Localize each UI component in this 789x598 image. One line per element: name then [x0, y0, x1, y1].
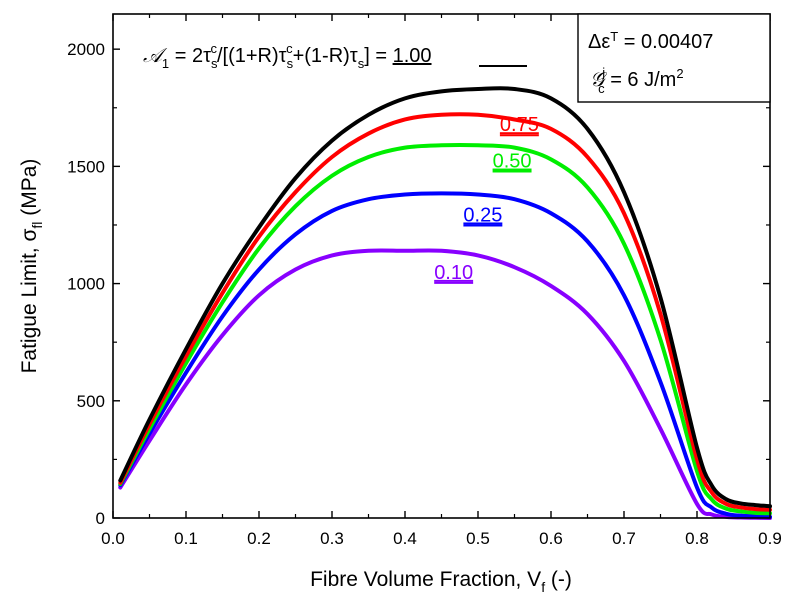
x-tick-label: 0.9: [758, 529, 782, 548]
x-tick-label: 0.1: [174, 529, 198, 548]
series-label-0-75: 0.75: [500, 114, 539, 136]
equation-value: 1.00: [393, 45, 432, 67]
series-line-0-25: [118, 191, 772, 519]
y-tick-label: 500: [77, 392, 105, 411]
series-label-0-25: 0.25: [463, 204, 502, 226]
x-tick-label: 0.2: [247, 529, 271, 548]
x-axis-title: Fibre Volume Fraction, Vf (-): [310, 568, 572, 595]
axis-ticks: 0.0 0.1 0.2 0.3 0.4 0.5 0.6 0.7 0.8 0.9 0 500 1000 15…: [67, 14, 782, 548]
x-tick-label: 0.0: [101, 529, 125, 548]
x-tick-label: 0.7: [612, 529, 636, 548]
x-tick-label: 0.5: [466, 529, 490, 548]
series-line-0-10: [118, 248, 772, 520]
x-tick-label: 0.8: [685, 529, 709, 548]
y-tick-label: 0: [96, 509, 105, 528]
fracture-energy-parameter: 𝒢j c = 6 J/m2: [590, 65, 684, 96]
x-tick-label: 0.6: [539, 529, 563, 548]
series-line-0-50: [118, 142, 772, 516]
series-lines: [118, 86, 772, 520]
series-line-0-75: [118, 112, 772, 512]
x-tick-label: 0.4: [393, 529, 417, 548]
parameter-box-frame: [577, 13, 771, 103]
series-label-0-10: 0.10: [434, 262, 473, 284]
series-line-1-00: [118, 86, 772, 509]
strain-parameter: ΔεT = 0.00407: [588, 29, 713, 54]
equation-annotation: 𝒜1 = 2τsc/[(1+R)τsc+(1-R)τs] = 1.00: [143, 41, 432, 71]
parameter-box: ΔεT = 0.00407 𝒢j c = 6 J/m2: [577, 13, 771, 103]
x-tick-label: 0.3: [320, 529, 344, 548]
y-axis-title: Fatigue Limit, σfl (MPa): [18, 159, 45, 374]
plot-frame: [112, 13, 771, 519]
y-tick-label: 1000: [67, 275, 105, 294]
y-tick-label: 1500: [67, 157, 105, 176]
y-tick-label: 2000: [67, 40, 105, 59]
series-label-0-50: 0.50: [493, 151, 532, 173]
series-labels: 0.75 0.50 0.25 0.10: [434, 114, 539, 284]
